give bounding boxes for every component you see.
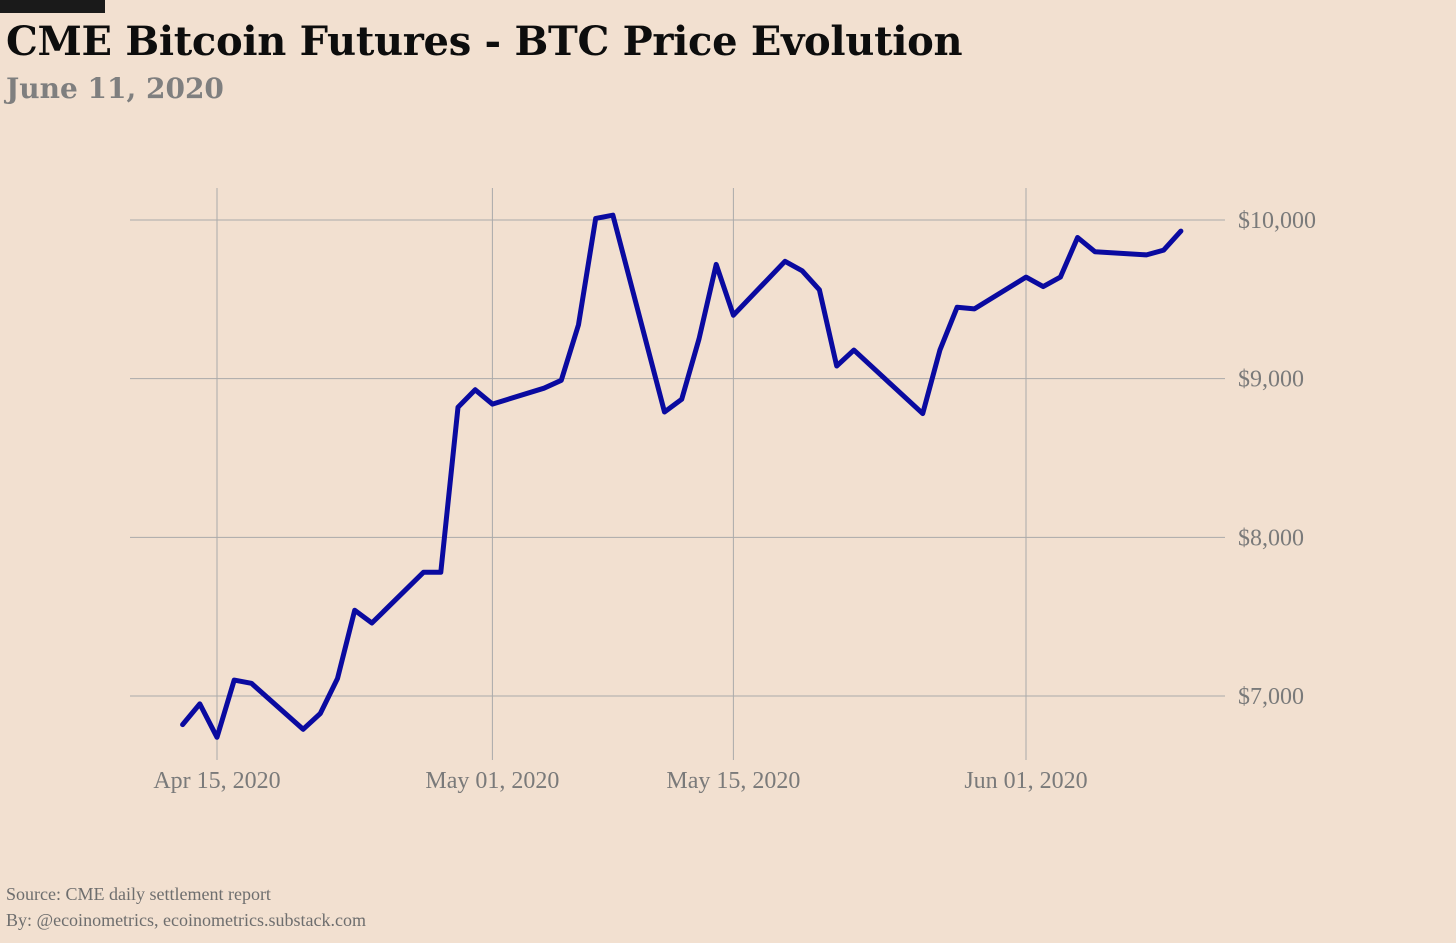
top-accent-bar bbox=[0, 0, 105, 13]
price-series-line bbox=[180, 212, 1184, 740]
x-tick-label: Jun 01, 2020 bbox=[964, 768, 1087, 794]
x-tick-label: Apr 15, 2020 bbox=[153, 768, 280, 794]
y-tick-label: $9,000 bbox=[1238, 367, 1304, 393]
byline-note: By: @ecoinometrics, ecoinometrics.substa… bbox=[6, 910, 366, 930]
y-tick-label: $8,000 bbox=[1238, 525, 1304, 551]
y-tick-label: $10,000 bbox=[1238, 208, 1316, 234]
x-tick-label: May 01, 2020 bbox=[425, 768, 559, 794]
chart-subtitle: June 11, 2020 bbox=[6, 72, 224, 105]
chart-title: CME Bitcoin Futures - BTC Price Evolutio… bbox=[6, 18, 963, 65]
source-note: Source: CME daily settlement report bbox=[6, 884, 271, 904]
x-tick-label: May 15, 2020 bbox=[666, 768, 800, 794]
y-tick-label: $7,000 bbox=[1238, 684, 1304, 710]
